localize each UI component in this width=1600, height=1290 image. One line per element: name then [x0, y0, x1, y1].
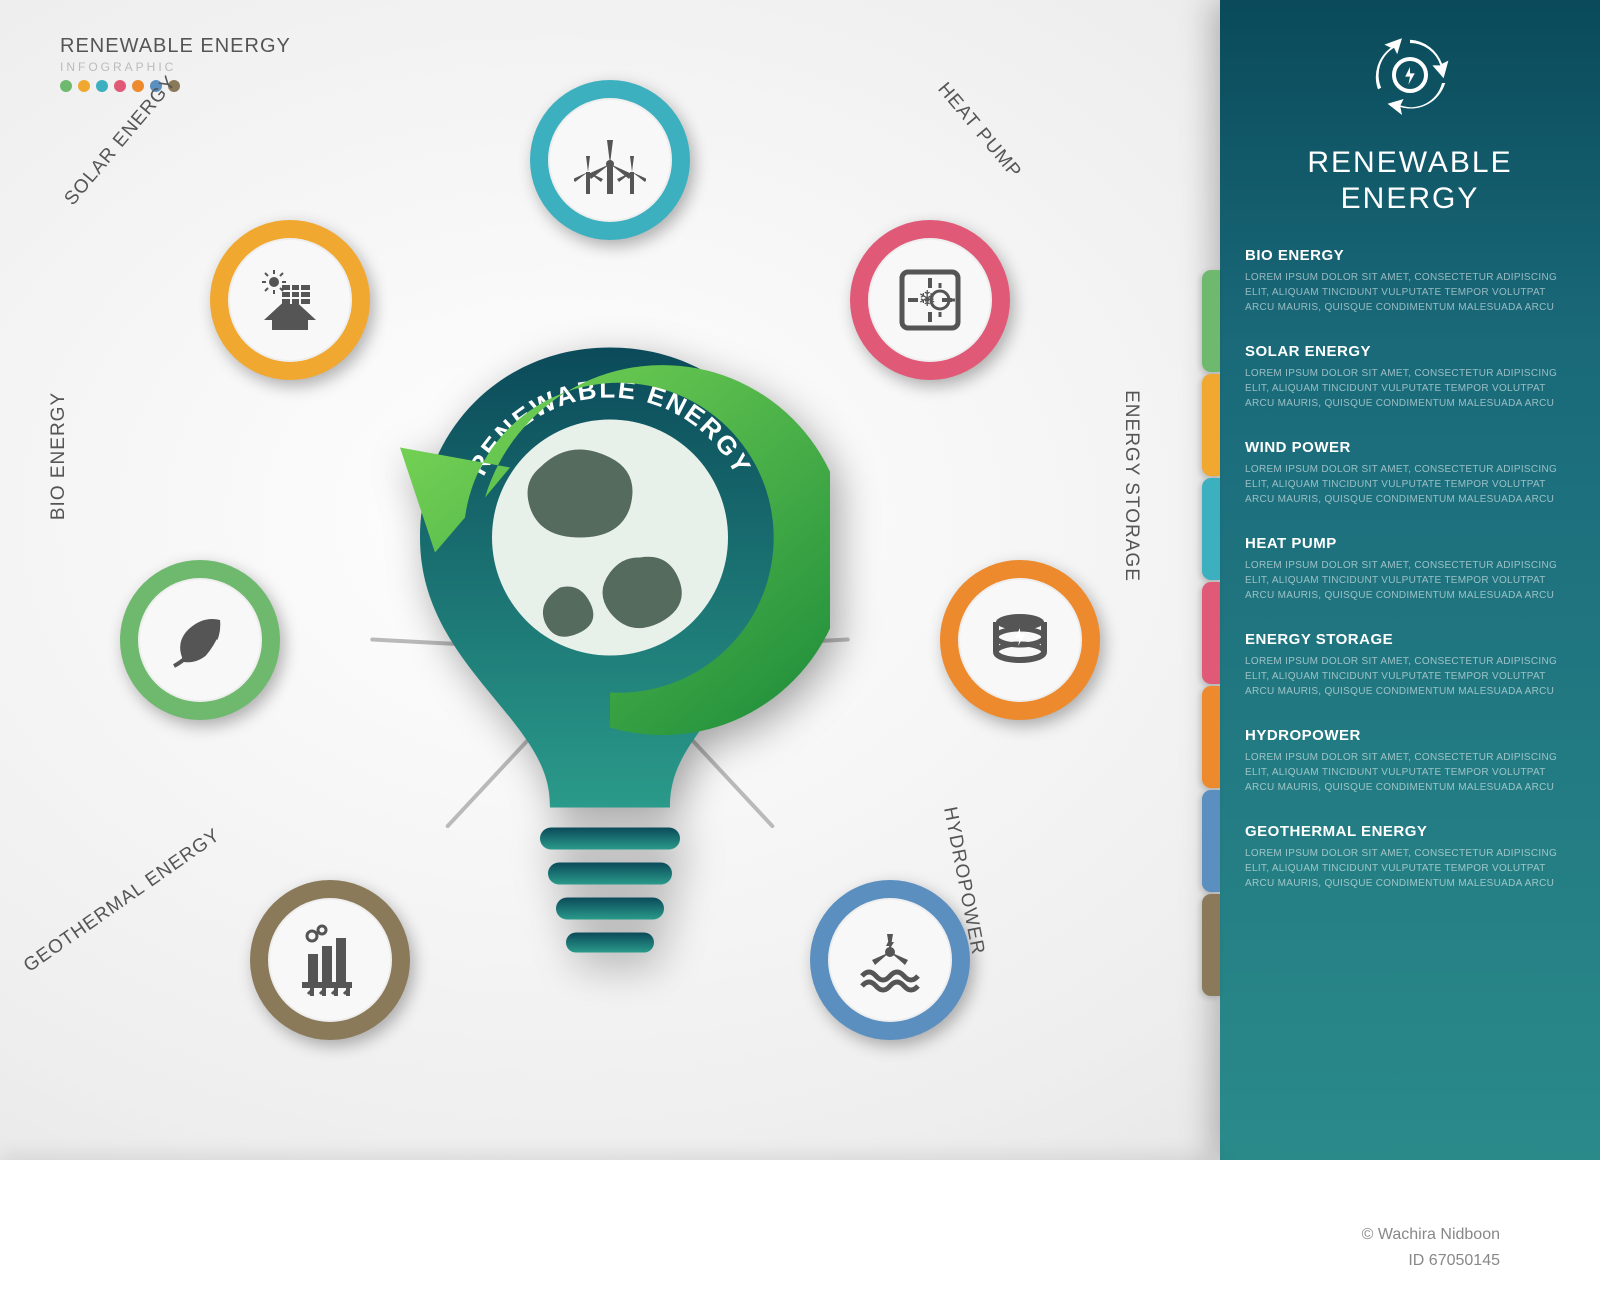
node-wind: WIND POWER [530, 80, 690, 240]
node-label-heat: HEAT PUMP [933, 79, 1026, 184]
node-storage: ENERGY STORAGE [940, 560, 1100, 720]
sidebar-item-title: SOLAR ENERGY [1245, 343, 1575, 360]
sidebar-color-tabs [1202, 270, 1220, 998]
node-label-geo: GEOTHERMAL ENERGY [20, 825, 225, 978]
sidebar-item-desc: LOREM IPSUM DOLOR SIT AMET, CONSECTETUR … [1245, 366, 1575, 411]
sidebar-tab [1202, 686, 1220, 788]
node-bio: BIO ENERGY [120, 560, 280, 720]
node-heat: HEAT PUMP [850, 220, 1010, 380]
sidebar-item-title: WIND POWER [1245, 439, 1575, 456]
watermark-id: ID 67050145 [1408, 1252, 1500, 1270]
sidebar-logo [1220, 0, 1600, 145]
sidebar-item-desc: LOREM IPSUM DOLOR SIT AMET, CONSECTETUR … [1245, 846, 1575, 891]
sidebar-item-title: GEOTHERMAL ENERGY [1245, 823, 1575, 840]
sidebar-tab [1202, 478, 1220, 580]
infographic-canvas: RENEWABLE ENERGY INFOGRAPHIC [0, 0, 1600, 1290]
sidebar-tab [1202, 270, 1220, 372]
sidebar-tab [1202, 582, 1220, 684]
sidebar-item-title: HYDROPOWER [1245, 727, 1575, 744]
node-geo: GEOTHERMAL ENERGY [250, 880, 410, 1040]
sidebar-item-title: ENERGY STORAGE [1245, 631, 1575, 648]
sidebar-item-wind-power: WIND POWER LOREM IPSUM DOLOR SIT AMET, CO… [1245, 439, 1575, 507]
sidebar: RENEWABLE ENERGY BIO ENERGY LOREM IPSUM D… [1220, 0, 1600, 1160]
sidebar-tab [1202, 894, 1220, 996]
sidebar-item-desc: LOREM IPSUM DOLOR SIT AMET, CONSECTETUR … [1245, 462, 1575, 507]
sidebar-edge [1220, 1160, 1600, 1290]
sidebar-item-desc: LOREM IPSUM DOLOR SIT AMET, CONSECTETUR … [1245, 270, 1575, 315]
sidebar-item-desc: LOREM IPSUM DOLOR SIT AMET, CONSECTETUR … [1245, 558, 1575, 603]
paper-edge [0, 1160, 1220, 1290]
sidebar-tab [1202, 790, 1220, 892]
sidebar-item-desc: LOREM IPSUM DOLOR SIT AMET, CONSECTETUR … [1245, 654, 1575, 699]
diagram-stage: RENEWABLE ENERGY WIND POWER HEAT PUMP ENER… [0, 0, 1220, 1290]
sidebar-item-title: HEAT PUMP [1245, 535, 1575, 552]
watermark-credit: © Wachira Nidboon [1362, 1226, 1500, 1244]
node-label-storage: ENERGY STORAGE [1120, 390, 1142, 582]
sidebar-item-energy-storage: ENERGY STORAGE LOREM IPSUM DOLOR SIT AMET… [1245, 631, 1575, 699]
sidebar-tab [1202, 374, 1220, 476]
node-label-solar: SOLAR ENERGY [60, 72, 181, 210]
node-label-bio: BIO ENERGY [48, 392, 70, 520]
sidebar-item-heat-pump: HEAT PUMP LOREM IPSUM DOLOR SIT AMET, CON… [1245, 535, 1575, 603]
center-bulb: RENEWABLE ENERGY [390, 338, 830, 983]
sidebar-items: BIO ENERGY LOREM IPSUM DOLOR SIT AMET, CO… [1220, 247, 1600, 891]
sidebar-title: RENEWABLE ENERGY [1220, 145, 1600, 247]
sidebar-item-hydropower: HYDROPOWER LOREM IPSUM DOLOR SIT AMET, CO… [1245, 727, 1575, 795]
sidebar-item-bio-energy: BIO ENERGY LOREM IPSUM DOLOR SIT AMET, CO… [1245, 247, 1575, 315]
sidebar-item-solar-energy: SOLAR ENERGY LOREM IPSUM DOLOR SIT AMET, … [1245, 343, 1575, 411]
node-hydro: HYDROPOWER [810, 880, 970, 1040]
node-solar: SOLAR ENERGY [210, 220, 370, 380]
sidebar-item-desc: LOREM IPSUM DOLOR SIT AMET, CONSECTETUR … [1245, 750, 1575, 795]
sidebar-item-geothermal-energy: GEOTHERMAL ENERGY LOREM IPSUM DOLOR SIT A… [1245, 823, 1575, 891]
sidebar-item-title: BIO ENERGY [1245, 247, 1575, 264]
